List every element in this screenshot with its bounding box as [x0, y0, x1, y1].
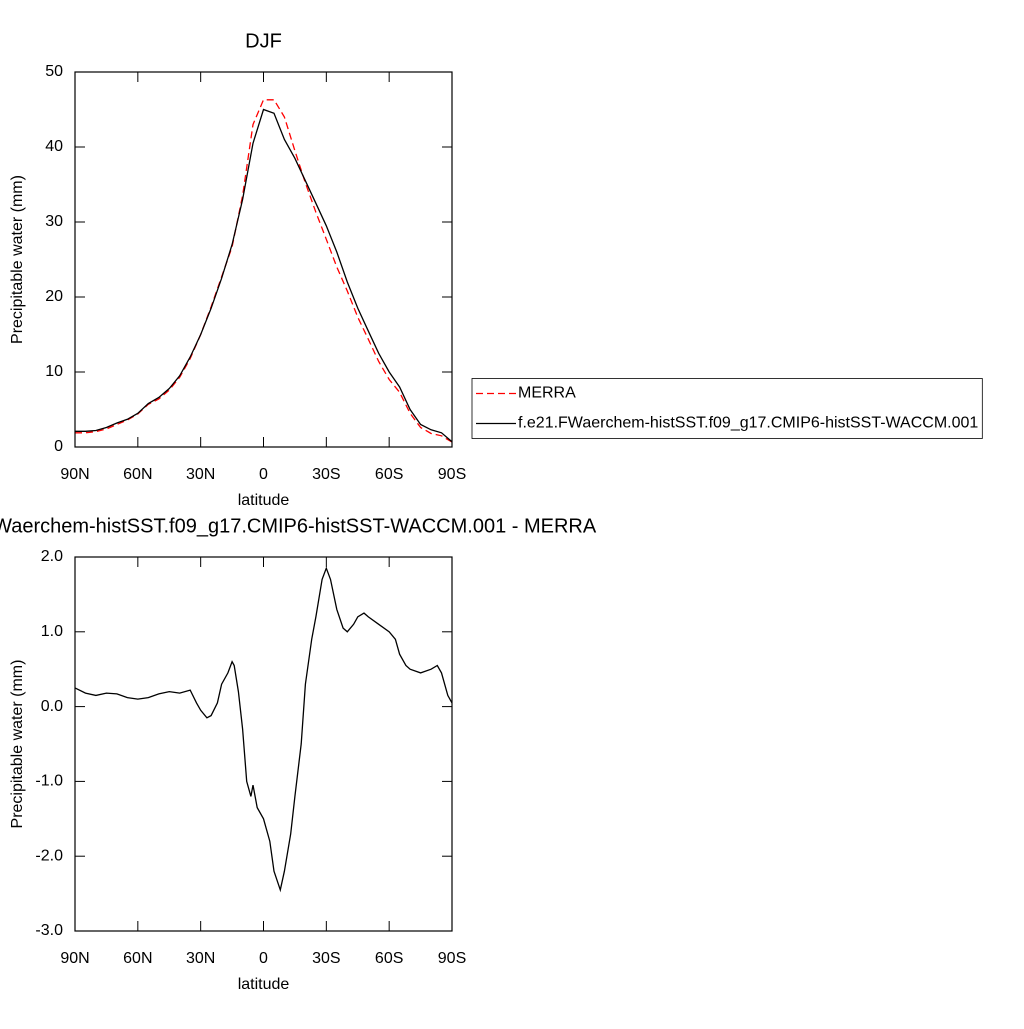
plot-frame [74, 556, 453, 932]
x-axis-label: latitude [238, 976, 290, 993]
legend-label: f.e21.FWaerchem-histSST.f09_g17.CMIP6-hi… [518, 415, 978, 432]
x-axis-label: latitude [238, 492, 290, 509]
y-tick-label: -1.0 [35, 773, 63, 790]
x-tick-label: 90N [60, 950, 89, 967]
data-line [75, 108, 453, 443]
x-tick-label: 60N [123, 466, 152, 483]
y-tick-label: 2.0 [41, 548, 63, 565]
x-tick-label: 60S [375, 466, 403, 483]
x-tick-label: 60N [123, 950, 152, 967]
x-tick-label: 30S [312, 466, 340, 483]
y-tick-label: -2.0 [35, 847, 63, 864]
x-tick-label: 60S [375, 950, 403, 967]
x-tick-label: 0 [259, 950, 268, 967]
x-tick-label: 90N [60, 466, 89, 483]
y-axis-label: Precipitable water (mm) [9, 660, 26, 829]
y-tick-label: 50 [45, 63, 63, 80]
y-tick-label: 1.0 [41, 623, 63, 640]
y-tick-label: -3.0 [35, 922, 63, 939]
legend-label: MERRA [518, 385, 576, 402]
y-tick-label: 40 [45, 138, 63, 155]
x-tick-label: 30N [186, 466, 215, 483]
y-tick-label: 10 [45, 363, 63, 380]
chart-title: f.e21.FWaerchem-histSST.f09_g17.CMIP6-hi… [0, 515, 597, 537]
x-tick-label: 90S [438, 466, 466, 483]
y-tick-label: 30 [45, 213, 63, 230]
x-tick-label: 30S [312, 950, 340, 967]
x-tick-label: 90S [438, 950, 466, 967]
data-line [75, 99, 453, 443]
y-axis-label: Precipitable water (mm) [9, 175, 26, 344]
y-tick-label: 0 [54, 438, 63, 455]
y-tick-label: 20 [45, 288, 63, 305]
y-tick-label: 0.0 [41, 698, 63, 715]
chart-title: DJF [245, 30, 282, 52]
x-tick-label: 0 [259, 466, 268, 483]
x-tick-label: 30N [186, 950, 215, 967]
plot-frame [74, 71, 453, 448]
legend-box [471, 378, 983, 439]
data-line [74, 566, 453, 893]
